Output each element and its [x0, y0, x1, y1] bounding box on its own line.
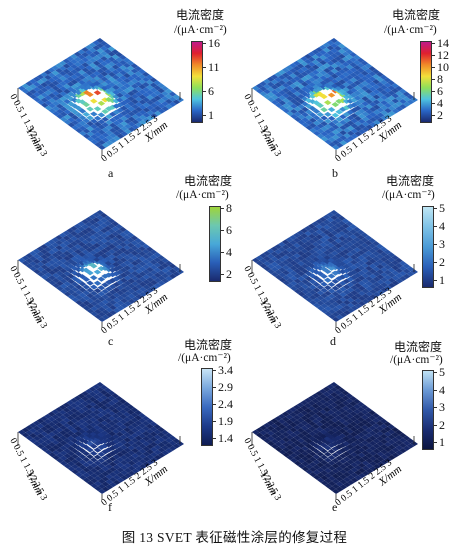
surface-mesh	[252, 210, 418, 322]
colorbar-tick: 1	[434, 273, 445, 287]
colorbar-unit: /(μA·cm⁻²)	[382, 189, 435, 201]
colorbar-tick: 6	[203, 84, 214, 98]
colorbar-tick: 3	[434, 400, 445, 414]
colorbar-tick: 4	[221, 245, 232, 259]
surface-mesh	[18, 382, 184, 494]
surface-plot-d: X/mmY/mm 0 0.5 1 1.5 2 2.5 30 0.5 1 1.5 2…	[241, 210, 418, 336]
colorbar-title: 电流密度	[386, 174, 435, 188]
colorbar-title: 电流密度	[184, 338, 233, 352]
axes-frame	[17, 260, 181, 328]
colorbar-tick: 1.4	[213, 431, 233, 445]
colorbar-tick: 1	[203, 108, 214, 122]
colorbar-title: 电流密度	[176, 8, 225, 22]
axes-frame	[17, 432, 181, 500]
colorbar-tick: 1.9	[213, 414, 233, 428]
colorbar-tick: 6	[432, 84, 443, 98]
axes-frame	[251, 88, 415, 156]
surface-plot-f: X/mmY/mm 0 0.5 1 1.5 2 2.5 30 0.5 1 1.5 2…	[7, 382, 184, 508]
panel-label: d	[330, 334, 336, 348]
colorbar-tick: 4	[432, 96, 443, 110]
colorbar-unit: /(μA·cm⁻²)	[384, 24, 437, 36]
colorbar-unit: /(μA·cm⁻²)	[178, 352, 231, 364]
colorbar-tick: 10	[432, 60, 449, 74]
surface-mesh	[252, 382, 418, 494]
colorbar-tick: 3	[434, 237, 445, 251]
colorbar-title: 电流密度	[392, 8, 441, 22]
colorbar-unit: /(μA·cm⁻²)	[390, 354, 443, 366]
colorbar-tick: 6	[221, 223, 232, 237]
surface-mesh	[252, 38, 418, 150]
surface-mesh	[18, 210, 184, 322]
colorbar-tick: 12	[432, 48, 449, 62]
panel-label: b	[332, 166, 338, 180]
colorbar-tick: 2.4	[213, 397, 233, 411]
colorbar-tick: 4	[434, 219, 445, 233]
colorbar	[191, 41, 203, 123]
colorbar-unit: /(μA·cm⁻²)	[176, 189, 229, 201]
axes-frame	[17, 88, 181, 156]
colorbar-unit: /(μA·cm⁻²)	[174, 24, 227, 36]
surface-plot-e: X/mmY/mm 0 0.5 1 1.5 2 2.5 30 0.5 1 1.5 2…	[241, 382, 418, 508]
colorbar-tick: 16	[203, 36, 220, 50]
colorbar	[422, 206, 434, 288]
colorbar-tick: 2	[434, 417, 445, 432]
colorbar	[422, 370, 434, 450]
axes-frame	[251, 260, 415, 328]
colorbar-tick: 8	[221, 201, 232, 215]
colorbar-tick: 11	[203, 60, 220, 74]
colorbar-tick: 3.4	[213, 363, 233, 377]
colorbar	[201, 368, 213, 446]
colorbar-tick: 2	[434, 255, 445, 269]
colorbar-tick: 5	[434, 365, 445, 379]
colorbar	[209, 206, 221, 282]
colorbar-title: 电流密度	[394, 340, 443, 354]
panel-label: e	[332, 500, 338, 514]
surface-mesh	[18, 38, 184, 150]
colorbar-tick: 4	[434, 382, 445, 397]
colorbar-tick: 14	[432, 36, 449, 50]
colorbar	[420, 41, 432, 123]
panel-label: c	[108, 334, 114, 348]
panel-label: f	[108, 500, 112, 514]
surface-plot-b: X/mmY/mm 0 0.5 1 1.5 2 2.5 30 0.5 1 1.5 2…	[241, 38, 418, 164]
colorbar-tick: 2	[432, 108, 443, 122]
panel-label: a	[108, 166, 114, 180]
colorbar-tick: 8	[432, 72, 443, 86]
colorbar-tick: 2.9	[213, 380, 233, 394]
colorbar-tick: 5	[434, 201, 445, 215]
surface-plot-a: X/mmY/mm 0 0.5 1 1.5 2 2.5 30 0.5 1 1.5 2…	[7, 38, 184, 164]
surface-plot-c: X/mmY/mm 0 0.5 1 1.5 2 2.5 30 0.5 1 1.5 2…	[7, 210, 184, 336]
figure-caption: 图 13 SVET 表征磁性涂层的修复过程	[121, 530, 348, 545]
axes-frame	[251, 432, 415, 500]
colorbar-tick: 2	[221, 267, 232, 281]
colorbar-title: 电流密度	[184, 174, 233, 188]
colorbar-tick: 1	[434, 435, 445, 449]
